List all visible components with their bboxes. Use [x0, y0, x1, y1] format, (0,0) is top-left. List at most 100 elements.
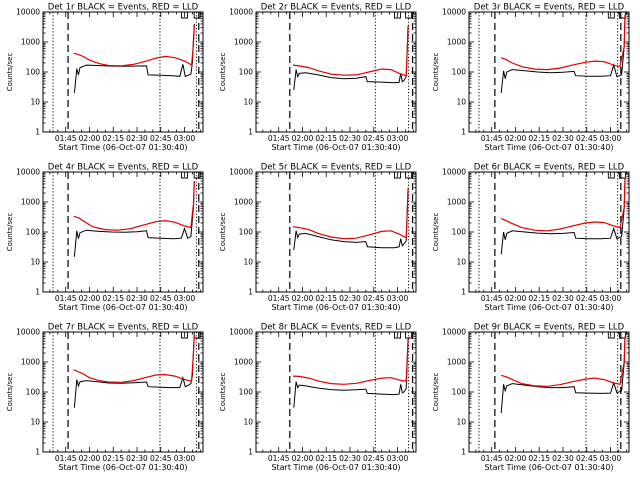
x-tick-label: 02:00 [79, 294, 101, 303]
events-series-line [293, 338, 409, 408]
y-tick-label: 100 [452, 388, 467, 397]
y-axis-label: Counts/sec [6, 373, 14, 412]
y-tick-label: 10000 [16, 328, 40, 337]
x-tick-label: 01:45 [55, 294, 77, 303]
y-tick-label: 1000 [447, 198, 466, 207]
x-tick-label: 02:00 [292, 294, 314, 303]
x-tick-label: 02:00 [292, 454, 314, 463]
panel-det-9r: Det 9r BLACK = Events, RED = LLD 1 10 100 10… [432, 323, 630, 472]
lld-series-line [73, 25, 195, 67]
lld-series-line [500, 14, 626, 71]
panel-det-3r: Det 3r BLACK = Events, RED = LLD 1 10 100 10… [432, 3, 630, 152]
lld-series-line [73, 180, 195, 231]
y-tick-label: 100 [239, 228, 254, 237]
y-tick-label: 1000 [234, 358, 253, 367]
plot-frame [42, 11, 204, 133]
y-tick-label: 1000 [21, 198, 40, 207]
y-axis-label: Counts/sec [219, 53, 227, 92]
panel-title: Det 7r BLACK = Events, RED = LLD [48, 323, 199, 333]
x-tick-label: 02:15 [528, 294, 550, 303]
y-tick-label: 100 [452, 68, 467, 77]
plot-frame [468, 331, 630, 453]
x-tick-label: 01:45 [481, 294, 503, 303]
x-tick-label: 01:45 [55, 454, 77, 463]
x-tick-label: 02:30 [339, 134, 361, 143]
plot-frame [468, 171, 630, 293]
x-tick-label: 02:00 [79, 134, 101, 143]
panel-title: Det 6r BLACK = Events, RED = LLD [474, 163, 625, 173]
y-tick-label: 1000 [21, 38, 40, 47]
y-axis-label: Counts/sec [432, 213, 440, 252]
x-tick-label: 02:30 [339, 294, 361, 303]
x-tick-label: 01:45 [268, 294, 290, 303]
y-tick-label: 10000 [16, 168, 40, 177]
y-tick-label: 10000 [442, 168, 466, 177]
lld-series-line [73, 334, 195, 383]
lld-series-line [292, 25, 409, 77]
panel-det-2r: Det 2r BLACK = Events, RED = LLD 1 10 100 10… [219, 3, 417, 152]
y-tick-label: 1000 [234, 198, 253, 207]
x-tick-label: 01:45 [481, 454, 503, 463]
x-tick-label: 02:45 [150, 134, 172, 143]
y-tick-label: 1 [35, 128, 40, 137]
x-axis-label: Start Time (06-Oct-07 01:30:40) [271, 143, 400, 152]
y-tick-label: 100 [26, 68, 41, 77]
x-tick-label: 01:45 [481, 134, 503, 143]
x-tick-label: 03:00 [387, 294, 409, 303]
x-tick-label: 02:30 [552, 294, 574, 303]
y-tick-label: 1 [461, 288, 466, 297]
y-tick-label: 1 [35, 448, 40, 457]
attenuator-marker [394, 172, 401, 179]
y-tick-label: 10000 [16, 8, 40, 17]
y-tick-label: 1 [248, 128, 253, 137]
y-tick-label: 1000 [447, 38, 466, 47]
y-tick-label: 10 [456, 98, 466, 107]
x-tick-label: 02:15 [102, 294, 124, 303]
y-tick-label: 10000 [229, 328, 253, 337]
y-tick-label: 10000 [442, 8, 466, 17]
y-tick-label: 100 [26, 228, 41, 237]
plot-frame [42, 171, 204, 293]
x-axis-label: Start Time (06-Oct-07 01:30:40) [484, 303, 613, 312]
x-tick-label: 02:15 [528, 454, 550, 463]
y-tick-label: 1 [461, 128, 466, 137]
y-tick-label: 10 [243, 418, 253, 427]
attenuator-marker [607, 172, 615, 179]
panel-title: Det 2r BLACK = Events, RED = LLD [261, 3, 412, 13]
events-series-line [73, 180, 195, 257]
x-axis-label: Start Time (06-Oct-07 01:30:40) [58, 463, 187, 472]
x-tick-label: 02:30 [552, 454, 574, 463]
x-tick-label: 02:15 [315, 454, 337, 463]
y-tick-label: 1 [35, 288, 40, 297]
y-tick-label: 10 [456, 418, 466, 427]
lld-series-line [501, 336, 626, 387]
x-axis-label: Start Time (06-Oct-07 01:30:40) [271, 303, 400, 312]
y-tick-label: 10000 [229, 168, 253, 177]
y-tick-label: 10 [456, 258, 466, 267]
attenuator-marker [405, 12, 413, 19]
y-axis-label: Counts/sec [219, 373, 227, 412]
lld-series-line [292, 187, 409, 240]
plot-frame [255, 171, 417, 293]
panel-det-1r: Det 1r BLACK = Events, RED = LLD 1 10 100 10… [6, 3, 204, 152]
events-series-line [293, 187, 409, 251]
panel-title: Det 3r BLACK = Events, RED = LLD [474, 3, 625, 13]
panel-det-8r: Det 8r BLACK = Events, RED = LLD 1 10 100 10… [219, 323, 417, 472]
attenuator-marker [193, 12, 201, 19]
x-tick-label: 02:45 [576, 454, 598, 463]
x-tick-label: 02:15 [315, 134, 337, 143]
x-tick-label: 02:00 [79, 454, 101, 463]
panel-det-4r: Det 4r BLACK = Events, RED = LLD 1 10 100 10… [6, 163, 204, 312]
y-tick-label: 10000 [229, 8, 253, 17]
x-tick-label: 02:30 [126, 294, 148, 303]
y-tick-label: 1000 [447, 358, 466, 367]
lld-series-line [292, 338, 409, 385]
x-tick-label: 02:45 [363, 454, 385, 463]
x-tick-label: 02:00 [505, 454, 527, 463]
x-tick-label: 03:00 [387, 454, 409, 463]
events-series-line [500, 14, 626, 94]
y-tick-label: 1000 [234, 38, 253, 47]
y-axis-label: Counts/sec [6, 213, 14, 252]
panel-det-7r: Det 7r BLACK = Events, RED = LLD 1 10 100 10… [6, 323, 204, 472]
x-tick-label: 02:15 [102, 454, 124, 463]
